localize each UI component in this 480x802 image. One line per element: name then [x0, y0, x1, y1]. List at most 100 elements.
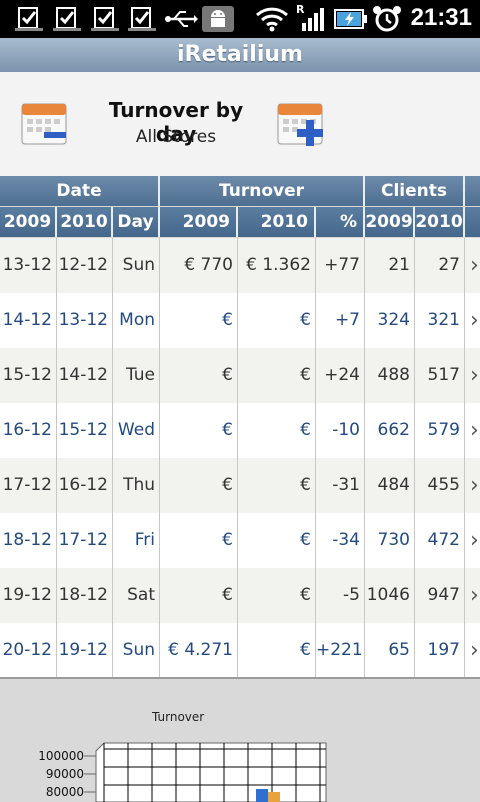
cell-date-2009: 16-12 — [0, 403, 57, 458]
cell-turnover-pct: -34 — [316, 513, 365, 568]
cell-clients-2010: 472 — [415, 513, 465, 568]
cell-date-2009: 20-12 — [0, 623, 57, 678]
cell-clients-2009: 484 — [365, 458, 415, 513]
chevron-right-icon[interactable]: › — [470, 308, 479, 333]
cell-clients-2009: 1046 — [365, 568, 415, 623]
cell-clients-2009: 662 — [365, 403, 415, 458]
next-day-calendar-button[interactable] — [274, 98, 330, 152]
y-tick-label: 90000 — [45, 767, 84, 781]
android-debug-icon — [202, 6, 234, 32]
checklist-icon — [52, 6, 82, 32]
cell-clients-2010: 321 — [415, 293, 465, 348]
cell-clients-2010: 197 — [415, 623, 465, 678]
turnover-group-header: Turnover — [160, 176, 365, 206]
y-tick-label: 100000 — [38, 749, 84, 763]
col-clients-2010[interactable]: 2010 — [415, 207, 465, 237]
cell-turnover-2010: € 18.970 — [238, 293, 316, 385]
cell-date-2009: 15-12 — [0, 348, 57, 403]
date-group-header: Date — [0, 176, 160, 206]
cell-date-2010: 12-12 — [57, 238, 113, 293]
chart-bar — [256, 789, 268, 802]
app-title: iRetailium — [177, 42, 303, 67]
cell-turnover-2010: € 35.612 — [238, 348, 316, 440]
cell-turnover-2010: € 29.248 — [238, 513, 316, 605]
cell-day: Thu — [113, 458, 160, 513]
chevron-right-icon[interactable]: › — [470, 363, 479, 388]
turnover-chart: Turnover 100000 90000 80000 — [0, 677, 480, 802]
checklist-icon — [90, 6, 120, 32]
col-date-2009[interactable]: 2009 — [0, 207, 57, 237]
cell-turnover-pct: -31 — [316, 458, 365, 513]
col-turnover-pct[interactable]: % — [316, 207, 365, 237]
previous-day-calendar-button[interactable] — [18, 98, 74, 152]
table-row[interactable]: 13-12 12-12 Sun € 770 € 1.362 +77 21 27 › — [0, 238, 480, 293]
cell-turnover-2009: € 41.536 — [160, 403, 238, 495]
cell-clients-2010: 947 — [415, 568, 465, 623]
cell-clients-2009: 65 — [365, 623, 415, 678]
cell-date-2010: 17-12 — [57, 513, 113, 568]
chevron-right-icon[interactable]: › — [470, 583, 479, 608]
report-title: Turnover by day — [108, 98, 244, 146]
cell-turnover-2009: € 770 — [160, 238, 238, 293]
cell-turnover-2009: € 17.805 — [160, 293, 238, 385]
cell-turnover-pct: +24 — [316, 348, 365, 403]
cell-date-2010: 16-12 — [57, 458, 113, 513]
checklist-icon — [127, 6, 157, 32]
cell-clients-2009: 21 — [365, 238, 415, 293]
signal-icon — [294, 6, 328, 32]
clock-time: 21:31 — [410, 4, 472, 31]
cell-day: Sun — [113, 623, 160, 678]
y-tick-label: 80000 — [45, 785, 84, 799]
chevron-right-icon[interactable]: › — [470, 473, 479, 498]
chevron-right-icon[interactable]: › — [470, 528, 479, 553]
col-turnover-2009[interactable]: 2009 — [160, 207, 238, 237]
cell-clients-2009: 488 — [365, 348, 415, 403]
cell-clients-2010: 579 — [415, 403, 465, 458]
alarm-clock-icon — [372, 6, 402, 32]
col-date-2010[interactable]: 2010 — [57, 207, 113, 237]
report-header: Turnover by day All Stores — [0, 72, 480, 176]
table-group-header: Date Turnover Clients — [0, 176, 480, 206]
cell-turnover-2009: € 78.405 — [160, 568, 238, 660]
cell-date-2010: 15-12 — [57, 403, 113, 458]
chevron-right-icon[interactable]: › — [470, 253, 479, 278]
cell-turnover-2009: € 39.190 — [160, 458, 238, 550]
cell-date-2009: 18-12 — [0, 513, 57, 568]
cell-turnover-2010: € 26.894 — [238, 458, 316, 550]
cell-date-2009: 13-12 — [0, 238, 57, 293]
cell-clients-2010: 455 — [415, 458, 465, 513]
cell-clients-2010: 517 — [415, 348, 465, 403]
calendar-minus-icon — [21, 103, 67, 145]
cell-date-2010: 13-12 — [57, 293, 113, 348]
chevron-right-icon[interactable]: › — [470, 418, 479, 443]
calendar-plus-icon — [277, 103, 323, 146]
col-turnover-2010[interactable]: 2010 — [238, 207, 316, 237]
chevron-right-icon[interactable]: › — [470, 638, 479, 663]
cell-clients-2009: 324 — [365, 293, 415, 348]
status-bar: R 21:31 — [0, 0, 480, 38]
chart-bar — [268, 792, 280, 802]
cell-turnover-2010: € 74.358 — [238, 568, 316, 660]
store-filter-label: All Stores — [135, 127, 217, 147]
col-clients-2009[interactable]: 2009 — [365, 207, 415, 237]
cell-turnover-pct: +77 — [316, 238, 365, 293]
cell-date-2010: 19-12 — [57, 623, 113, 678]
cell-date-2010: 18-12 — [57, 568, 113, 623]
col-day[interactable]: Day — [113, 207, 160, 237]
cell-turnover-pct: +7 — [316, 293, 365, 348]
cell-turnover-2009: € 44.565 — [160, 513, 238, 605]
cell-turnover-pct: -5 — [316, 568, 365, 623]
cell-turnover-pct: -10 — [316, 403, 365, 458]
cell-date-2009: 17-12 — [0, 458, 57, 513]
cell-turnover-2010: € 1.362 — [238, 238, 316, 293]
app-title-bar: iRetailium — [0, 38, 480, 72]
chart-title: Turnover — [152, 710, 205, 724]
cell-date-2009: 14-12 — [0, 293, 57, 348]
